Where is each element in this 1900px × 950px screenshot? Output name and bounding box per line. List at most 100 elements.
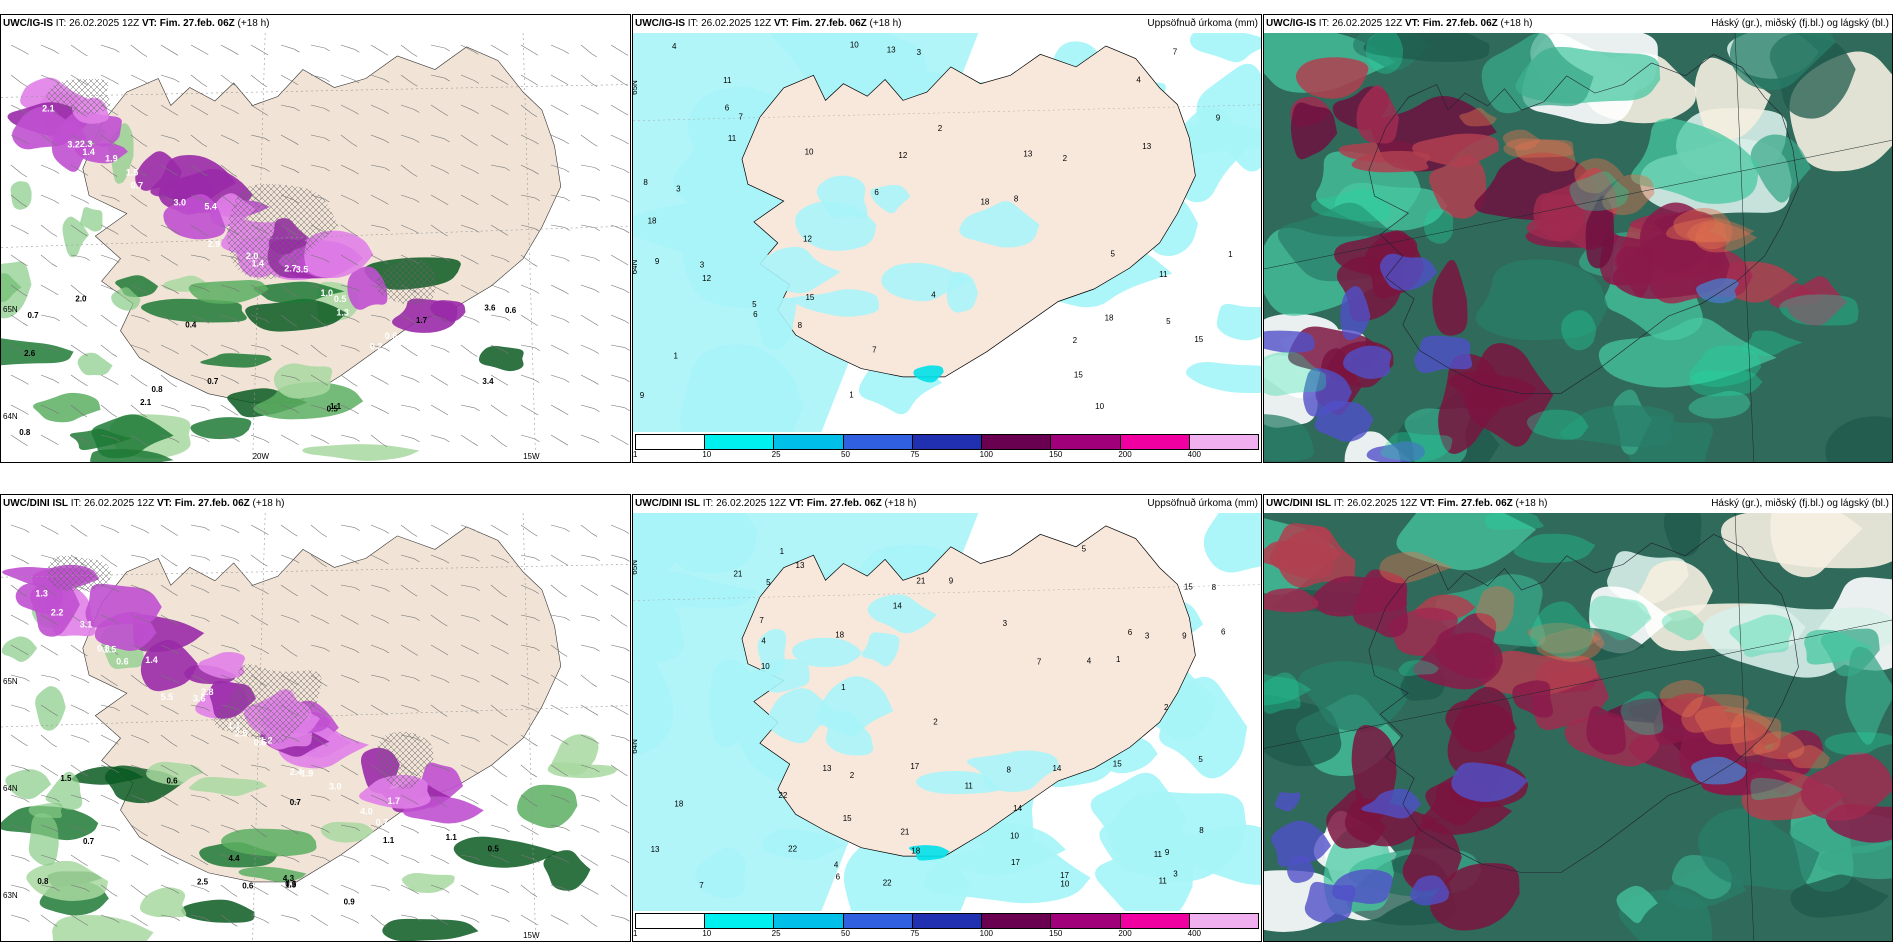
panel-title: UWC/IG-IS IT: 26.02.2025 12Z VT: Fim. 27… [3, 18, 270, 29]
colorbar-tick-label: 50 [841, 929, 850, 938]
precip-value: 18 [648, 217, 657, 226]
snow-amount-label: 2.1 [42, 104, 55, 114]
precip-value: 6 [753, 310, 758, 319]
map-accum-precip[interactable]: 5 6 3 2 4 11 10 14 18 9 8 15 21 13 22 17 7 1 5 6 3 2 4 11 10 14 18… [633, 513, 1261, 911]
precip-value: 1 [1228, 250, 1233, 259]
precip-value: 12 [702, 274, 711, 283]
precip-value: 21 [733, 569, 742, 578]
colorbar-tick-label: 75 [910, 929, 920, 938]
colorbar-swatches [635, 913, 1259, 929]
snow-amount-label: 0.3 [413, 819, 426, 829]
map-precip-type[interactable]: 2.1 3.2 1.4 2.3 1.9 1.5 0.7 3.0 5.4 2.9 2.0 1.4 2.7 3… [1, 33, 630, 462]
colorbar-tick-label: 50 [841, 450, 850, 459]
map-accum-precip[interactable]: 10 5 9 2 6 3 7 8 13 15 4 12 1 11 18 10 5 9 2 6 3 7 8 13 15 4 12 1 11… [633, 33, 1261, 432]
rain-amount-label: 0.7 [207, 377, 219, 386]
precip-value: 5 [752, 300, 757, 309]
rain-amount-label: 4.4 [228, 854, 240, 863]
precip-value: 4 [931, 291, 936, 300]
snow-amount-label: 2.8 [201, 687, 214, 697]
precip-value: 1 [841, 683, 846, 692]
axis-label: 65N [633, 560, 639, 575]
precip-value: 9 [655, 257, 660, 266]
precip-value: 2 [1063, 154, 1068, 163]
colorbar-swatch [1051, 435, 1121, 449]
rain-amount-label: 1.5 [60, 774, 72, 783]
snow-amount-label: 3.0 [173, 197, 186, 207]
colorbar-swatch [843, 914, 913, 928]
precip-value: 11 [1159, 270, 1168, 279]
colorbar-tick-label: 10 [702, 450, 712, 459]
precip-value: 2 [850, 771, 855, 780]
precip-value: 6 [1128, 628, 1133, 637]
iceland-coastline [1368, 534, 1799, 873]
colorbar-swatch [774, 914, 844, 928]
precip-value: 18 [1105, 314, 1114, 323]
rain-amount-label: 1.1 [330, 402, 342, 411]
colorbar-tick-label: 100 [979, 929, 994, 938]
precip-value: 6 [874, 188, 879, 197]
map-cloud-cover[interactable] [1264, 33, 1892, 462]
accum-map-svg: 1059263781315412111181059263781315412111… [633, 33, 1261, 432]
axis-label: 64N [633, 260, 639, 275]
snow-amount-label: 2.4 [290, 767, 303, 777]
colorbar-tick-label: 100 [979, 450, 994, 459]
snow-amount-label: 1.1 [228, 720, 241, 730]
precip-value: 10 [761, 662, 770, 671]
axis-label: 15W [523, 452, 540, 461]
precip-value: 13 [1142, 142, 1151, 151]
precip-type-map-svg: 1.32.23.10.81.50.6 1.45.5 2.83.62.51.10.51… [1, 513, 630, 941]
panel-dini-precip-type: UWC/DINI ISL IT: 26.02.2025 12Z VT: Fim.… [0, 494, 631, 942]
colorbar-tick-label: 25 [771, 929, 781, 938]
panel-title: UWC/DINI ISL IT: 26.02.2025 12Z VT: Fim.… [1266, 498, 1548, 509]
snow-amount-label: 3.6 [193, 693, 206, 703]
snow-amount-label: 1.0 [321, 288, 334, 298]
snow-amount-label: 0.7 [131, 181, 144, 191]
precip-value: 11 [1159, 877, 1168, 886]
precip-value: 1 [1116, 655, 1121, 664]
precip-value: 5 [1082, 545, 1087, 554]
precip-value: 17 [910, 762, 919, 771]
rain-amount-label: 0.7 [27, 311, 39, 320]
precip-value: 5 [1110, 250, 1115, 259]
panel-dini-clouds: UWC/DINI ISL IT: 26.02.2025 12Z VT: Fim.… [1263, 494, 1893, 942]
rain-amount-label: 0.8 [151, 385, 163, 394]
precip-value: 17 [1060, 871, 1069, 880]
precip-value: 12 [898, 151, 907, 160]
rain-amount-label: 0.6 [242, 882, 254, 891]
map-cloud-cover[interactable] [1264, 513, 1892, 941]
snow-amount-label: 1.3 [35, 588, 48, 598]
precip-value: 6 [1221, 628, 1226, 637]
precip-value: 17 [1011, 858, 1020, 867]
panel-title: UWC/IG-IS IT: 26.02.2025 12Z VT: Fim. 27… [635, 18, 902, 29]
precip-value: 18 [980, 198, 989, 207]
colorbar-swatch [1189, 914, 1258, 928]
iceland-coastline [1368, 54, 1799, 394]
axis-label: 65N [3, 305, 18, 314]
cloud-map-svg [1264, 513, 1892, 941]
snow-amount-label: 2.0 [246, 251, 259, 261]
axis-label: 65N [3, 677, 18, 686]
precip-value: 7 [739, 113, 744, 122]
snow-amount-label: 1.5 [126, 168, 139, 178]
precip-value: 5 [1166, 317, 1171, 326]
precip-value: 13 [651, 845, 660, 854]
map-precip-type[interactable]: 1.3 2.2 3.1 0.8 1.5 0.6 1.4 5.5 2.8 3.6 2.5 1.1 0.5 1… [1, 513, 630, 941]
precip-value: 22 [788, 844, 797, 853]
colorbar-tick-label: 1 [633, 929, 638, 938]
colorbar-tick-label: 10 [702, 929, 712, 938]
precip-value: 15 [1194, 335, 1203, 344]
snow-amount-label: 1.7 [387, 796, 400, 806]
precip-value: 10 [1060, 880, 1069, 889]
snow-amount-label: 5.4 [204, 201, 217, 211]
precip-value: 8 [1014, 195, 1019, 204]
precip-value: 3 [1173, 869, 1178, 878]
precip-value: 8 [643, 178, 648, 187]
precip-value: 11 [723, 76, 732, 85]
precip-value: 3 [700, 261, 705, 270]
rain-amount-label: 2.5 [197, 878, 209, 887]
precip-value: 10 [805, 148, 814, 157]
precip-value: 2 [933, 717, 938, 726]
rain-amount-label: 0.8 [37, 877, 49, 886]
axis-label: 64N [633, 739, 639, 754]
